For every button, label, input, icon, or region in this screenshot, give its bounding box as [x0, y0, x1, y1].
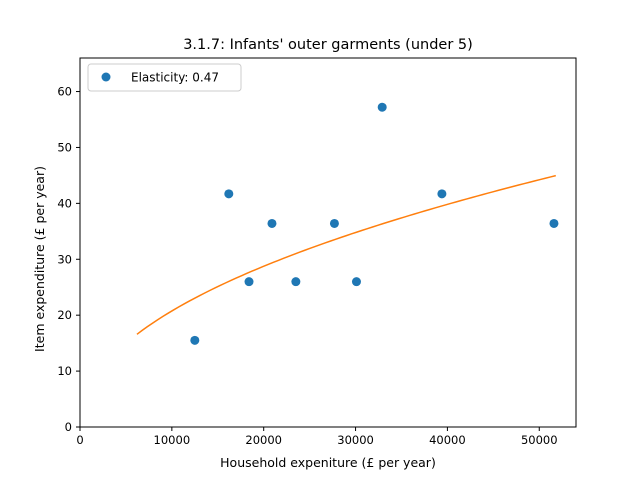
data-point — [224, 189, 234, 199]
x-axis-label: Household expeniture (£ per year) — [220, 455, 436, 470]
y-axis-label: Item expenditure (£ per year) — [32, 166, 47, 352]
y-tick-label: 10 — [57, 364, 72, 378]
y-tick-label: 60 — [57, 85, 72, 99]
fit-line — [136, 174, 556, 335]
data-point — [437, 189, 447, 199]
data-point — [291, 277, 301, 287]
data-point — [377, 102, 387, 112]
chart-title: 3.1.7: Infants' outer garments (under 5) — [183, 37, 473, 53]
data-point — [267, 218, 277, 228]
legend: Elasticity: 0.47 — [87, 63, 242, 92]
data-point — [329, 218, 339, 228]
data-point — [549, 218, 559, 228]
x-tick-label: 20000 — [245, 433, 282, 447]
legend-marker — [101, 72, 111, 82]
y-tick-label: 0 — [65, 420, 72, 434]
x-tick-label: 0 — [76, 433, 83, 447]
x-tick-label: 40000 — [429, 433, 466, 447]
y-tick-label: 30 — [57, 252, 72, 266]
y-tick-label: 40 — [57, 196, 72, 210]
data-point — [351, 277, 361, 287]
data-point — [190, 335, 200, 345]
plot-area — [136, 102, 559, 345]
axes: 0 10000 20000 30000 40000 50000 0 10 20 30 40 50 60 — [57, 57, 577, 447]
x-tick-label: 50000 — [521, 433, 558, 447]
x-tick-label: 10000 — [154, 433, 191, 447]
y-tick-label: 50 — [57, 140, 72, 154]
legend-box — [87, 63, 242, 92]
x-tick-label: 30000 — [337, 433, 374, 447]
legend-label: Elasticity: 0.47 — [131, 71, 219, 85]
data-point — [244, 277, 254, 287]
y-tick-label: 20 — [57, 308, 72, 322]
plot-frame — [79, 57, 577, 428]
